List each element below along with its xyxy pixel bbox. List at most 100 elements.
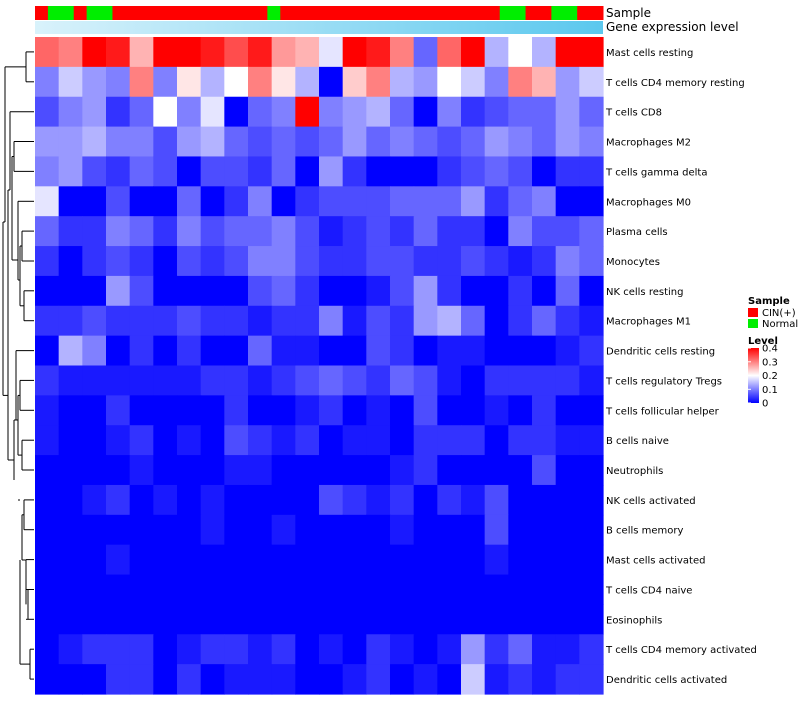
- heatmap-cell: [129, 664, 154, 695]
- heatmap-cell: [177, 305, 202, 337]
- heatmap-cell: [413, 484, 438, 516]
- heatmap-cell: [200, 574, 225, 606]
- heatmap-cell: [58, 604, 83, 635]
- heatmap-cell: [508, 634, 533, 665]
- heatmap-cell: [319, 335, 344, 367]
- heatmap-cell: [579, 544, 604, 576]
- heatmap-cell: [484, 484, 509, 516]
- heatmap-cell: [366, 216, 391, 247]
- heatmap-cell: [129, 395, 154, 426]
- heatmap-cell: [484, 544, 509, 576]
- heatmap-cell: [390, 664, 415, 695]
- heatmap-cell: [413, 395, 438, 426]
- heatmap-cell: [532, 634, 557, 665]
- heatmap-cell: [200, 216, 225, 247]
- heatmap-cell: [484, 305, 509, 337]
- heatmap-cell: [508, 365, 533, 396]
- heatmap-cell: [106, 275, 131, 307]
- heatmap-cell: [579, 246, 604, 277]
- heatmap-cell: [461, 246, 486, 277]
- heatmap-cell: [319, 305, 344, 337]
- heatmap-cell: [437, 425, 462, 456]
- heatmap-cell: [555, 604, 580, 635]
- heatmap-cell: [271, 216, 296, 247]
- sample-annotation-cell: [344, 6, 359, 20]
- heatmap-cell: [271, 664, 296, 695]
- sample-annotation-cell: [189, 6, 204, 20]
- heatmap-cell: [342, 186, 367, 217]
- heatmap-cell: [129, 634, 154, 665]
- heatmap-cell: [319, 365, 344, 396]
- heatmap-cell: [579, 216, 604, 247]
- heatmap-cell: [342, 66, 367, 98]
- heatmap-cell: [319, 37, 344, 68]
- heatmap-cell: [555, 66, 580, 98]
- heatmap-cell: [413, 634, 438, 665]
- heatmap-cell: [153, 604, 178, 635]
- heatmap-cell: [437, 186, 462, 217]
- heatmap-cell: [508, 514, 533, 546]
- heatmap-cell: [437, 96, 462, 128]
- heatmap-cell: [484, 664, 509, 695]
- heatmap-cell: [366, 455, 391, 486]
- heatmap-cell: [35, 484, 60, 516]
- heatmap-cell: [461, 484, 486, 516]
- heatmap-cell: [58, 365, 83, 396]
- sample-annotation-cell: [112, 6, 126, 20]
- heatmap-cell: [248, 365, 273, 396]
- heatmap-cell: [153, 186, 178, 217]
- heatmap-cell: [555, 484, 580, 516]
- heatmap-cell: [35, 664, 60, 695]
- sample-annotation-cell: [60, 6, 75, 20]
- heatmap-cell: [129, 96, 154, 128]
- heatmap-cell: [248, 66, 273, 98]
- heatmap-cell: [82, 395, 107, 426]
- heatmap-cell: [461, 425, 486, 456]
- heatmap-cell: [295, 484, 320, 516]
- heatmap-cell: [200, 96, 225, 128]
- heatmap-cell: [82, 37, 107, 68]
- heatmap-cell: [484, 634, 509, 665]
- heatmap-cell: [177, 216, 202, 247]
- heatmap-cell: [461, 544, 486, 576]
- heatmap-cell: [484, 455, 509, 486]
- heatmap-cell: [106, 246, 131, 277]
- heatmap-cell: [532, 335, 557, 367]
- heatmap-cell: [390, 604, 415, 635]
- heatmap-cell: [555, 395, 580, 426]
- heatmap-cell: [271, 126, 296, 158]
- heatmap-cell: [106, 425, 131, 456]
- heatmap-cell: [82, 66, 107, 98]
- heatmap-cell: [484, 574, 509, 606]
- heatmap-cell: [319, 275, 344, 307]
- row-label: Monocytes: [606, 257, 660, 268]
- heatmap-cell: [295, 246, 320, 277]
- heatmap-cell: [200, 126, 225, 158]
- level-tick-label: 0.1: [762, 385, 778, 396]
- row-label: Dendritic cells activated: [606, 675, 727, 686]
- heatmap-cell: [58, 634, 83, 665]
- heatmap-cell: [484, 186, 509, 217]
- heatmap-cell: [579, 126, 604, 158]
- heatmap-cell: [532, 604, 557, 635]
- heatmap-cell: [484, 37, 509, 68]
- heatmap-cell: [342, 455, 367, 486]
- heatmap-cell: [508, 484, 533, 516]
- heatmap-cell: [484, 335, 509, 367]
- heatmap-cell: [106, 96, 131, 128]
- heatmap-cell: [106, 66, 131, 98]
- heatmap-cell: [200, 66, 225, 98]
- heatmap-cell: [153, 484, 178, 516]
- sample-annotation-cell: [564, 6, 578, 20]
- heatmap-cell: [248, 664, 273, 695]
- level-tick-label: 0: [762, 399, 768, 410]
- heatmap-cell: [58, 395, 83, 426]
- heatmap-cell: [461, 305, 486, 337]
- heatmap-cell: [342, 335, 367, 367]
- heatmap-cell: [129, 544, 154, 576]
- heatmap-cell: [413, 126, 438, 158]
- heatmap-cell: [295, 156, 320, 187]
- heatmap-cell: [177, 514, 202, 546]
- heatmap-cell: [177, 544, 202, 576]
- heatmap-cell: [271, 634, 296, 665]
